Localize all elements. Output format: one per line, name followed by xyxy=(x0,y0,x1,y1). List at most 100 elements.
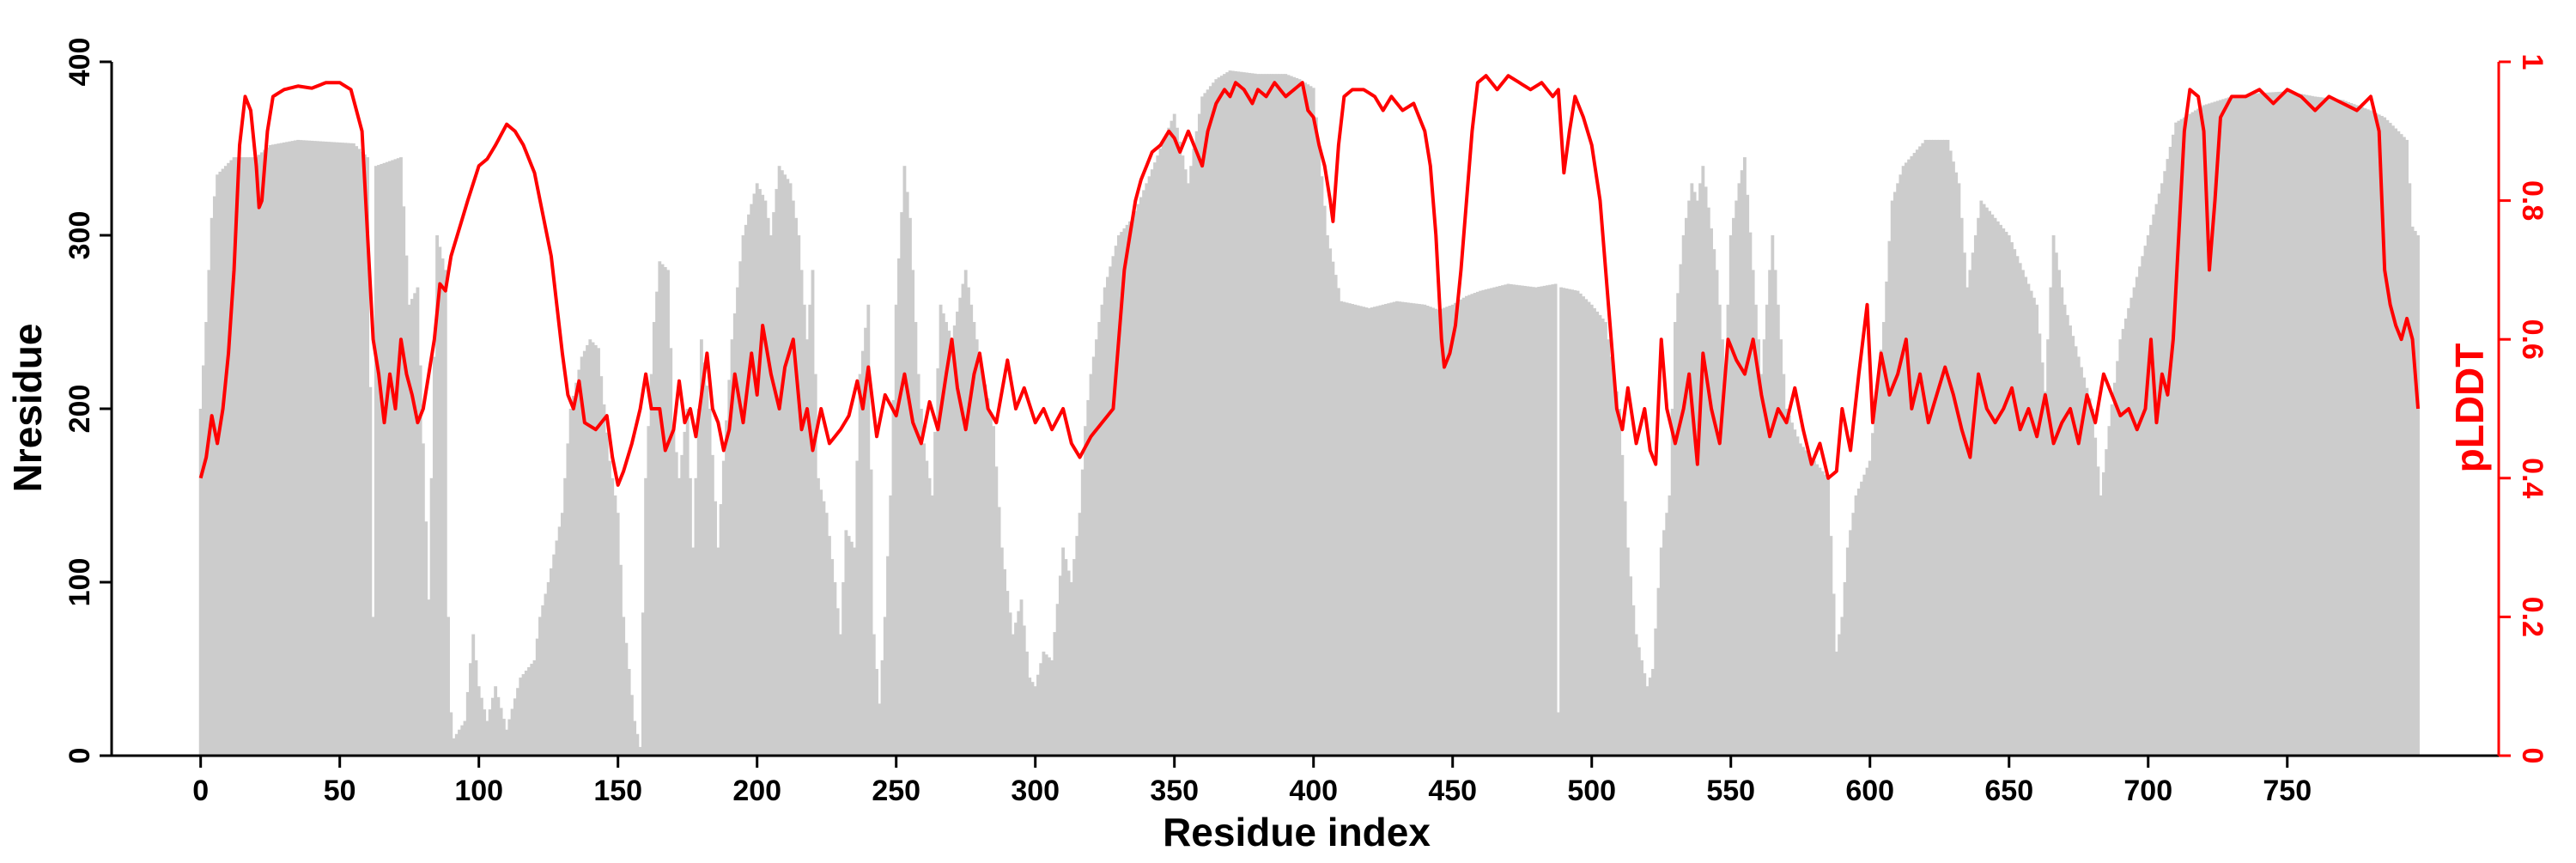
bar xyxy=(1573,289,1577,757)
bar xyxy=(1303,82,1307,757)
bar xyxy=(2152,214,2156,756)
bar xyxy=(1962,252,1966,756)
bar xyxy=(1679,264,1683,756)
bar xyxy=(824,513,829,756)
bar xyxy=(1315,117,1318,756)
bar xyxy=(1153,162,1157,756)
bar xyxy=(1161,141,1165,757)
x-tick-label: 650 xyxy=(1984,775,2033,807)
bar xyxy=(449,712,453,756)
bar xyxy=(1614,391,1619,756)
bar xyxy=(1545,285,1549,756)
y-left-tick-label: 300 xyxy=(64,211,96,260)
bar xyxy=(1336,288,1340,756)
bar xyxy=(465,691,470,756)
bar xyxy=(1142,190,1145,757)
bar xyxy=(1089,374,1093,756)
bar xyxy=(574,382,579,756)
bar xyxy=(1512,284,1516,756)
y-left-tick-label: 0 xyxy=(64,748,96,764)
bar xyxy=(1389,302,1394,756)
bar xyxy=(2318,97,2323,756)
bar xyxy=(2352,104,2356,757)
bar xyxy=(1490,288,1494,756)
bar xyxy=(1203,93,1207,757)
bar xyxy=(1701,166,1705,756)
bar xyxy=(1014,623,1018,756)
bar xyxy=(1281,74,1285,756)
bar xyxy=(1484,289,1488,756)
bar xyxy=(1643,673,1647,756)
bar xyxy=(1286,75,1291,757)
bar xyxy=(2135,277,2139,757)
bar xyxy=(1640,659,1643,756)
bar xyxy=(1926,139,1930,756)
bar xyxy=(1095,339,1098,756)
bar xyxy=(1028,678,1032,756)
bar xyxy=(1228,70,1232,757)
bar xyxy=(271,144,275,757)
bar xyxy=(1773,270,1777,756)
bar xyxy=(963,270,968,756)
bar xyxy=(2285,91,2289,757)
bar xyxy=(1414,303,1419,757)
bar xyxy=(1838,634,1842,756)
bar xyxy=(1136,204,1140,756)
bar xyxy=(2274,92,2278,756)
bar xyxy=(1022,625,1026,756)
bar xyxy=(1542,285,1546,756)
y-right-tick-label: 0 xyxy=(2516,748,2549,764)
bar xyxy=(2354,105,2359,756)
bar xyxy=(1423,304,1427,756)
bar xyxy=(424,521,428,756)
bar xyxy=(499,708,503,756)
bar xyxy=(1278,74,1282,756)
bar xyxy=(2190,112,2195,756)
bar xyxy=(355,146,359,757)
bar xyxy=(485,720,489,756)
bar xyxy=(1431,307,1435,756)
bar xyxy=(644,477,648,756)
bar xyxy=(2040,362,2044,756)
bar xyxy=(2057,270,2061,756)
bar xyxy=(972,322,976,756)
bar xyxy=(2202,105,2206,756)
bar xyxy=(627,669,631,756)
bar xyxy=(2221,99,2226,757)
bar xyxy=(847,536,851,756)
bar xyxy=(1843,582,1847,756)
x-tick-label: 450 xyxy=(1428,775,1477,807)
bar xyxy=(1604,322,1607,756)
bar xyxy=(647,426,651,756)
bar xyxy=(669,348,673,756)
bar xyxy=(2004,231,2008,757)
bar xyxy=(738,261,743,756)
bar xyxy=(2182,117,2186,756)
bar xyxy=(2168,146,2172,757)
x-tick-label: 250 xyxy=(872,775,920,807)
bar xyxy=(1086,399,1091,756)
bar xyxy=(1114,246,1118,756)
bar xyxy=(914,322,918,756)
bar xyxy=(1183,169,1188,757)
bar xyxy=(758,189,762,756)
bar xyxy=(922,443,927,756)
bar xyxy=(377,165,380,756)
bar xyxy=(1531,287,1535,756)
bar xyxy=(1030,682,1035,756)
bar xyxy=(1929,139,1933,756)
bar xyxy=(2110,404,2114,756)
bar xyxy=(513,698,517,756)
bar xyxy=(780,170,784,756)
bar xyxy=(1428,307,1432,757)
bar xyxy=(858,374,862,756)
bar xyxy=(638,746,642,756)
bar xyxy=(301,140,306,757)
bar xyxy=(2129,297,2134,757)
bar xyxy=(641,612,645,756)
bar xyxy=(2399,134,2403,757)
bar xyxy=(505,729,509,756)
bar xyxy=(997,507,1001,756)
bar xyxy=(1553,283,1558,756)
bar xyxy=(1710,228,1713,756)
